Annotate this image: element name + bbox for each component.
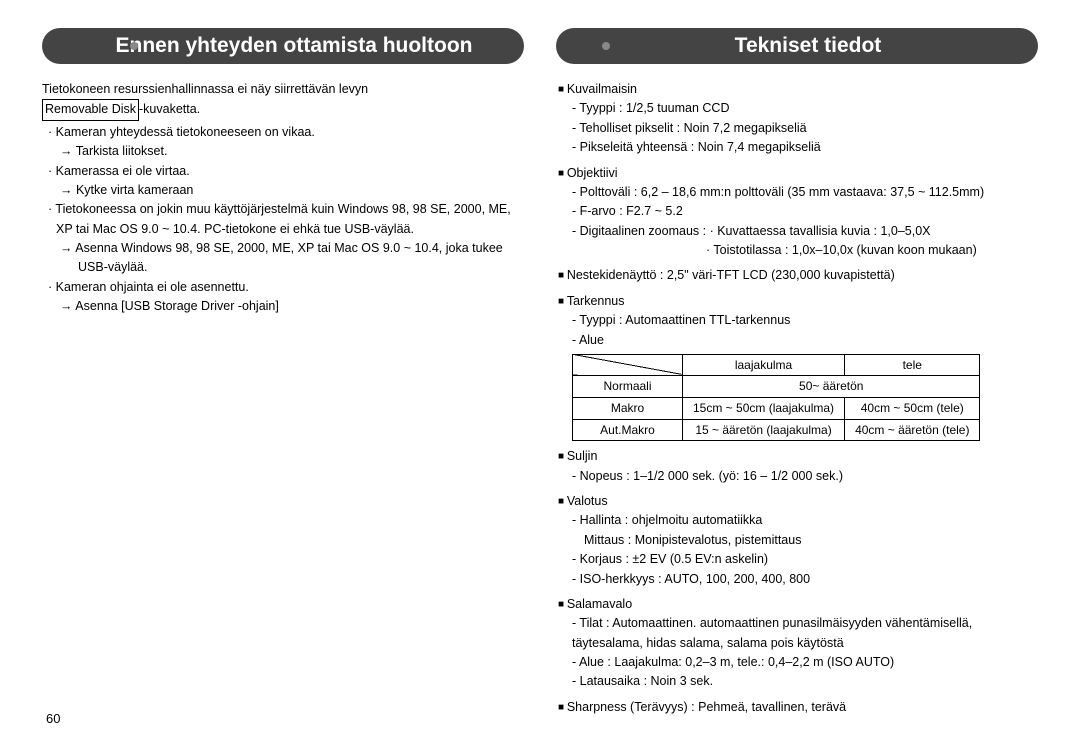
- spec-line: - Tyyppi : Automaattinen TTL-tarkennus: [556, 311, 1038, 330]
- table-cell: 40cm ~ ääretön (tele): [845, 419, 980, 441]
- table-cell: 50~ ääretön: [683, 376, 980, 398]
- focus-range-table: laajakulma tele Normaali 50~ ääretön Mak…: [572, 354, 980, 441]
- table-corner: [573, 354, 683, 376]
- list-sub: → Kytke virta kameraan: [42, 181, 524, 200]
- spec-section-title: Sharpness (Terävyys) : Pehmeä, tavalline…: [556, 698, 1038, 717]
- list-item: · Tietokoneessa on jokin muu käyttöjärje…: [42, 200, 524, 239]
- spec-line: - Tilat : Automaattinen. automaattinen p…: [556, 614, 1038, 653]
- table-cell: 15 ~ ääretön (laajakulma): [683, 419, 845, 441]
- table-header: laajakulma: [683, 354, 845, 376]
- removable-disk-box: Removable Disk: [42, 99, 139, 120]
- bullet-dot-icon: [130, 42, 138, 50]
- right-heading-bar: Tekniset tiedot: [556, 28, 1038, 64]
- page-number: 60: [46, 711, 60, 726]
- table-cell: Normaali: [573, 376, 683, 398]
- spec-line: - Nopeus : 1–1/2 000 sek. (yö: 16 – 1/2 …: [556, 467, 1038, 486]
- list-item: · Kameran ohjainta ei ole asennettu.: [42, 278, 524, 297]
- intro-after: -kuvaketta.: [139, 102, 200, 116]
- spec-section-title: Objektiivi: [556, 164, 1038, 183]
- spec-line: Mittaus : Monipistevalotus, pistemittaus: [556, 531, 1038, 550]
- spec-section-title: Nestekidenäyttö : 2,5" väri-TFT LCD (230…: [556, 266, 1038, 285]
- table-cell: Aut.Makro: [573, 419, 683, 441]
- spec-line: - Teholliset pikselit : Noin 7,2 megapik…: [556, 119, 1038, 138]
- spec-section-title: Kuvailmaisin: [556, 80, 1038, 99]
- left-column: Ennen yhteyden ottamista huoltoon Tietok…: [42, 28, 524, 717]
- intro-line1: Tietokoneen resurssienhallinnassa ei näy…: [42, 82, 368, 96]
- left-heading-bar: Ennen yhteyden ottamista huoltoon: [42, 28, 524, 64]
- spec-line: - Alue: [556, 331, 1038, 350]
- table-cell: 15cm ~ 50cm (laajakulma): [683, 398, 845, 420]
- left-body: Tietokoneen resurssienhallinnassa ei näy…: [42, 80, 524, 317]
- list-sub: → Asenna Windows 98, 98 SE, 2000, ME, XP…: [42, 239, 524, 278]
- spec-section-title: Tarkennus: [556, 292, 1038, 311]
- spec-line: - Latausaika : Noin 3 sek.: [556, 672, 1038, 691]
- bullet-dot-icon: [602, 42, 610, 50]
- spec-line: - Pikseleitä yhteensä : Noin 7,4 megapik…: [556, 138, 1038, 157]
- table-cell: 40cm ~ 50cm (tele): [845, 398, 980, 420]
- table-header: tele: [845, 354, 980, 376]
- spec-line: - Tyyppi : 1/2,5 tuuman CCD: [556, 99, 1038, 118]
- right-body: Kuvailmaisin - Tyyppi : 1/2,5 tuuman CCD…: [556, 80, 1038, 717]
- right-heading: Tekniset tiedot: [578, 34, 1038, 58]
- list-item: · Kameran yhteydessä tietokoneeseen on v…: [42, 123, 524, 142]
- intro-paragraph: Tietokoneen resurssienhallinnassa ei näy…: [42, 80, 524, 121]
- spec-line: - Polttoväli : 6,2 – 18,6 mm:n polttoväl…: [556, 183, 1038, 202]
- spec-section-title: Suljin: [556, 447, 1038, 466]
- list-sub: → Tarkista liitokset.: [42, 142, 524, 161]
- spec-line: - Korjaus : ±2 EV (0.5 EV:n askelin): [556, 550, 1038, 569]
- spec-line: - Alue : Laajakulma: 0,2–3 m, tele.: 0,4…: [556, 653, 1038, 672]
- spec-line: - ISO-herkkyys : AUTO, 100, 200, 400, 80…: [556, 570, 1038, 589]
- page-columns: Ennen yhteyden ottamista huoltoon Tietok…: [42, 28, 1038, 717]
- spec-line-extra: · Toistotilassa : 1,0x–10,0x (kuvan koon…: [556, 241, 1038, 260]
- list-item: · Kamerassa ei ole virtaa.: [42, 162, 524, 181]
- spec-section-title: Salamavalo: [556, 595, 1038, 614]
- right-column: Tekniset tiedot Kuvailmaisin - Tyyppi : …: [556, 28, 1038, 717]
- list-sub: → Asenna [USB Storage Driver -ohjain]: [42, 297, 524, 316]
- table-cell: Makro: [573, 398, 683, 420]
- spec-line: - Digitaalinen zoomaus : · Kuvattaessa t…: [556, 222, 1038, 241]
- spec-line: - Hallinta : ohjelmoitu automatiikka: [556, 511, 1038, 530]
- spec-line: - F-arvo : F2.7 ~ 5.2: [556, 202, 1038, 221]
- spec-section-title: Valotus: [556, 492, 1038, 511]
